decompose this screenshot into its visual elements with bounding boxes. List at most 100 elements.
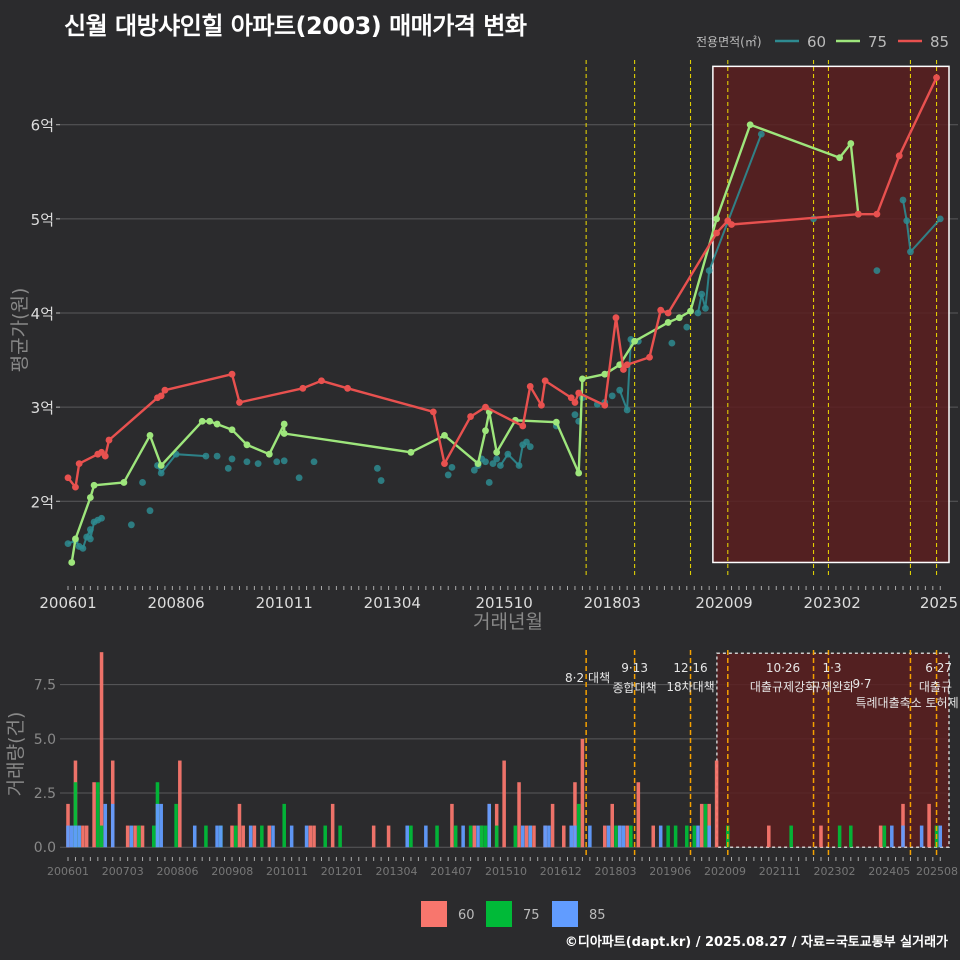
data-point-85: [429, 408, 437, 416]
data-point-85: [657, 306, 665, 314]
data-point-60: [280, 457, 288, 465]
volume-x-tick-label: 201510: [485, 865, 527, 878]
volume-bar-60: [125, 825, 130, 848]
data-point-60: [146, 507, 154, 515]
volume-bar-75: [692, 825, 697, 848]
volume-legend-swatch-60: [421, 901, 447, 927]
volume-bar-85: [543, 825, 547, 848]
data-point-75: [206, 417, 214, 425]
data-point-85: [105, 436, 113, 444]
data-point-75: [552, 418, 560, 426]
volume-bar-85: [69, 825, 74, 848]
volume-bar-75: [409, 825, 413, 848]
data-point-60: [444, 471, 452, 479]
volume-bar-60: [371, 825, 376, 848]
volume-bar-85: [103, 803, 108, 848]
volume-bar-75: [673, 825, 678, 848]
data-point-60: [571, 411, 579, 419]
data-point-60: [903, 217, 911, 225]
data-point-60: [899, 196, 907, 204]
data-point-85: [157, 392, 165, 400]
volume-bar-60: [878, 825, 883, 848]
volume-bar-75: [703, 803, 708, 848]
data-point-75: [493, 448, 501, 456]
policy-date: 8·2: [565, 671, 584, 685]
volume-x-tick-label: 201407: [430, 865, 472, 878]
data-point-60: [86, 535, 94, 543]
volume-bar-75: [576, 803, 581, 848]
x-tick-label: 201011: [256, 594, 313, 612]
data-point-60: [485, 479, 493, 486]
policy-label: 규제완화: [810, 680, 854, 694]
data-point-85: [620, 366, 627, 373]
data-point-60: [515, 462, 523, 469]
volume-bar-60: [472, 825, 477, 848]
data-point-60: [228, 455, 236, 463]
data-point-85: [933, 74, 940, 82]
data-point-60: [623, 406, 631, 414]
x-tick-label: 2025: [920, 594, 958, 612]
volume-bar-85: [617, 825, 622, 848]
data-point-85: [601, 401, 609, 409]
legend-label-75: 75: [868, 33, 887, 51]
volume-bar-85: [155, 803, 160, 848]
volume-bar-85: [938, 825, 943, 848]
volume-bar-85: [110, 803, 115, 848]
data-point-85: [571, 399, 579, 406]
data-point-75: [746, 121, 754, 129]
volume-bar-75: [685, 825, 689, 848]
volume-bar-60: [92, 782, 96, 848]
volume-bar-85: [248, 825, 253, 848]
data-point-75: [407, 448, 415, 456]
volume-bar-60: [580, 738, 585, 848]
price-policy-lines: [585, 60, 938, 578]
data-point-60: [127, 521, 135, 529]
volume-bar-60: [517, 782, 521, 848]
y-axis-title: 평균가(원): [9, 288, 31, 373]
policy-label: 18차대책: [666, 679, 714, 694]
data-point-75: [228, 426, 236, 434]
volume-bar-60: [386, 825, 391, 848]
data-point-85: [567, 394, 575, 402]
volume-bar-75: [849, 825, 853, 848]
data-point-60: [705, 267, 713, 275]
y-tick-label: 3억: [31, 399, 54, 417]
source-credit: ©디아파트(dapt.kr) / 2025.08.27 / 자료=국토교통부 실…: [564, 935, 948, 950]
data-point-75: [280, 430, 288, 437]
x-axis-title: 거래년월: [473, 611, 543, 633]
volume-x-tick-label: 201201: [321, 865, 363, 878]
data-point-60: [608, 392, 616, 400]
data-point-75: [86, 494, 94, 501]
policy-annotations: 8·2 대책 9·13 종합대책 12·16 18차대책 10·26 대출규제강화 1·3 규제완…: [565, 661, 960, 710]
volume-bar-75: [174, 803, 178, 848]
volume-bar-60: [562, 825, 566, 848]
volume-bar-85: [304, 825, 309, 848]
volume-x-tick-label: 201304: [376, 865, 418, 878]
series-line-60: [902, 199, 942, 255]
volume-bar-85: [219, 825, 223, 848]
volume-bar-75: [137, 825, 141, 848]
volume-x-tick-label: 201803: [595, 865, 637, 878]
data-point-85: [623, 361, 631, 369]
data-point-75: [579, 375, 586, 383]
volume-bar-85: [521, 825, 525, 848]
data-point-60: [489, 460, 497, 468]
data-point-75: [713, 215, 721, 223]
data-point-85: [575, 389, 583, 397]
volume-bar-75: [789, 825, 793, 848]
volume-bar-85: [487, 803, 491, 848]
volume-legend-label-60: 60: [458, 908, 475, 923]
volume-policy-lines: [585, 650, 938, 857]
volume-y-tick-label: 2.5: [34, 786, 56, 802]
volume-bar-85: [696, 825, 700, 848]
data-point-85: [228, 370, 236, 378]
data-point-85: [612, 314, 620, 322]
volume-bar-75: [435, 825, 439, 848]
data-point-60: [310, 458, 318, 466]
volume-bar-60: [312, 825, 316, 848]
volume-x-tick-label: 202302: [814, 865, 856, 878]
data-point-60: [526, 443, 534, 451]
y-tick-label: 2억: [31, 493, 54, 511]
data-point-85: [538, 401, 545, 409]
policy-label: 종합대책: [613, 680, 657, 695]
